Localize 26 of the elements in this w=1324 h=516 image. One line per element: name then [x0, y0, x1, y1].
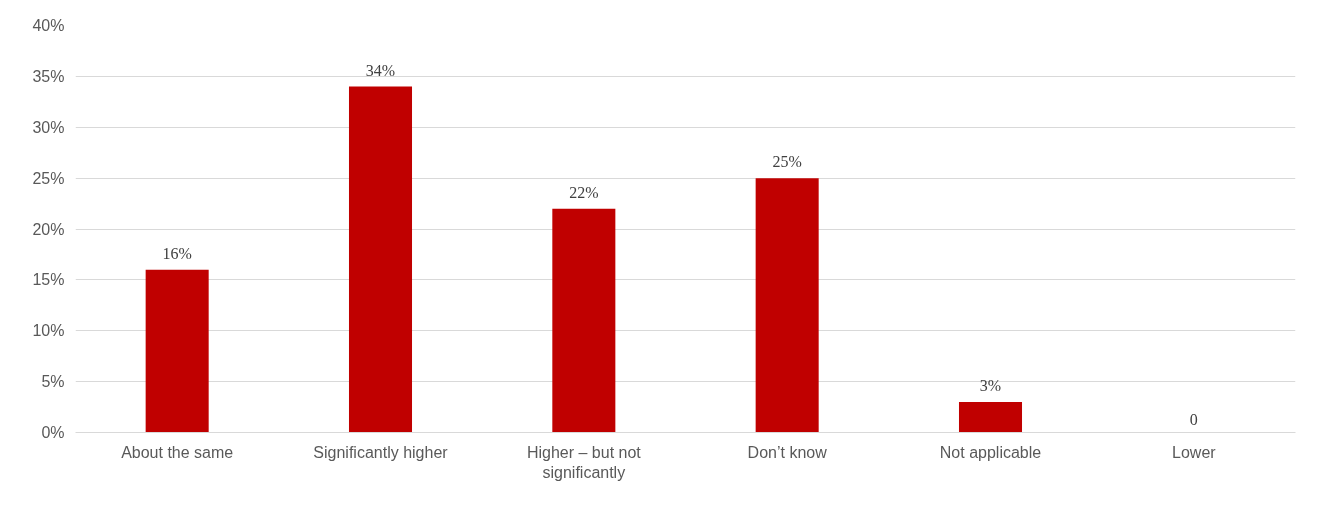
bar [145, 269, 209, 433]
bar [958, 401, 1023, 433]
x-tick-label: Higher – but not significantly [526, 443, 642, 481]
y-tick-label: 5% [41, 373, 65, 391]
y-tick-label: 25% [32, 169, 65, 187]
x-tick-label: Don’t know [747, 443, 828, 461]
data-label: 3% [979, 376, 1002, 394]
y-tick-label: 20% [32, 220, 65, 238]
x-tick-label: Not applicable [939, 443, 1042, 461]
y-tick-label: 40% [32, 17, 65, 34]
bar [552, 208, 616, 433]
y-tick-label: 10% [32, 322, 65, 340]
data-label: 16% [162, 244, 192, 262]
y-tick-label: 30% [32, 118, 65, 136]
data-label: 34% [365, 61, 396, 79]
y-tick-label: 35% [32, 67, 65, 85]
data-label: 22% [569, 183, 599, 201]
bar [755, 178, 819, 433]
x-tick-label: Lower [1172, 443, 1217, 461]
data-label: 0 [1189, 410, 1198, 428]
bar [348, 86, 413, 433]
y-tick-label: 0% [41, 424, 65, 441]
x-tick-label: About the same [121, 443, 234, 461]
data-label: 25% [772, 153, 802, 171]
y-tick-label: 15% [32, 271, 65, 289]
x-tick-label: Significantly higher [313, 443, 449, 461]
